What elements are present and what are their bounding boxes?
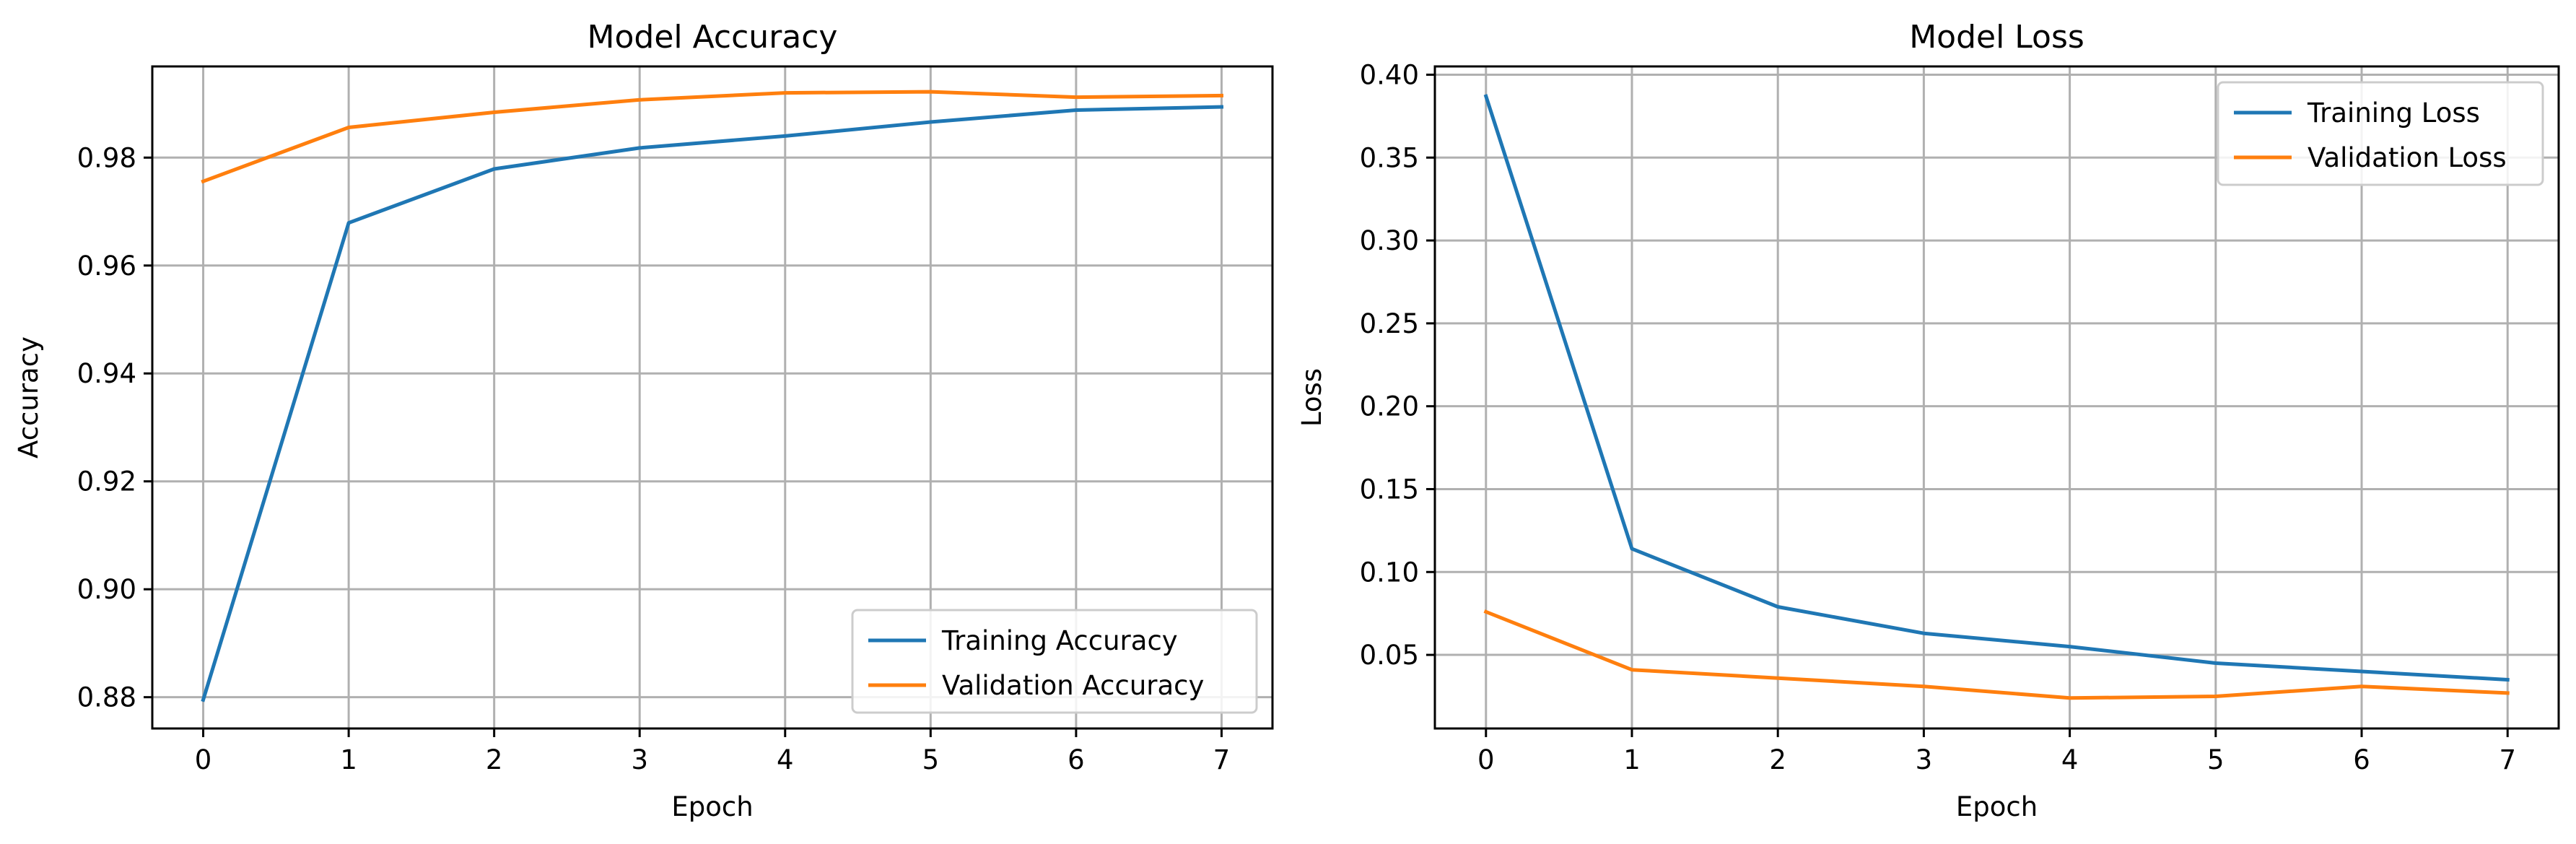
x-tick-label: 3	[631, 744, 648, 775]
legend-box	[851, 609, 1258, 714]
x-axis-label: Epoch	[671, 791, 753, 822]
x-tick-label: 6	[2353, 744, 2370, 775]
legend-label: Validation Loss	[2308, 142, 2507, 173]
y-tick-label: 0.15	[1360, 474, 1419, 505]
y-axis-label: Loss	[1296, 368, 1327, 427]
legend-label: Training Accuracy	[941, 625, 1178, 656]
x-tick-label: 6	[1067, 744, 1085, 775]
y-tick-label: 0.05	[1360, 640, 1419, 671]
legend-label: Validation Accuracy	[942, 670, 1204, 701]
series-line-0	[201, 105, 1224, 702]
chart-title: Model Accuracy	[588, 19, 838, 56]
legend: Training Accuracy Validation Accuracy	[851, 609, 1258, 714]
x-tick-label: 2	[1769, 744, 1786, 775]
series-line-0	[1483, 94, 2510, 682]
legend-box	[2217, 81, 2544, 186]
x-tick-label: 4	[777, 744, 794, 775]
legend-label: Training Loss	[2307, 97, 2480, 129]
y-tick-label: 0.30	[1360, 225, 1419, 256]
y-tick-label: 0.90	[77, 574, 136, 605]
x-tick-label: 7	[2499, 744, 2516, 775]
x-axis-label: Epoch	[1956, 791, 2038, 822]
x-tick-label: 1	[340, 744, 357, 775]
x-tick-label: 5	[922, 744, 940, 775]
x-tick-label: 4	[2061, 744, 2079, 775]
x-tick-label: 3	[1916, 744, 1933, 775]
chart-accuracy: 0 1 2 3 4 5 6 7 0.88 0.90 0.92 0.94 0.96 0.98 Model Ac…	[13, 19, 1274, 822]
y-tick-label: 0.10	[1360, 557, 1419, 588]
chart-loss: 0 1 2 3 4 5 6 7 0.05 0.10 0.15 0.20 0.25 0.30 0.35 0.40…	[1296, 19, 2560, 822]
y-tick-label: 0.98	[77, 142, 136, 173]
y-tick-label: 0.92	[77, 466, 136, 497]
plot-frame	[151, 65, 1274, 730]
x-tick-label: 5	[2207, 744, 2224, 775]
y-axis-label: Accuracy	[13, 336, 44, 458]
y-tick-label: 0.94	[77, 358, 136, 389]
x-tick-label: 0	[195, 744, 212, 775]
x-tick-label: 2	[486, 744, 503, 775]
y-tick-label: 0.40	[1360, 59, 1419, 90]
legend: Training Loss Validation Loss	[2217, 81, 2544, 186]
x-tick-label: 7	[1213, 744, 1231, 775]
x-tick-label: 1	[1623, 744, 1641, 775]
y-tick-label: 0.35	[1360, 142, 1419, 173]
chart-title: Model Loss	[1909, 19, 2084, 56]
x-tick-label: 0	[1477, 744, 1495, 775]
y-tick-label: 0.20	[1360, 391, 1419, 422]
plot-frame	[1433, 65, 2560, 730]
series-line-1	[201, 90, 1224, 184]
series-line-1	[1483, 609, 2510, 700]
y-tick-label: 0.88	[77, 682, 136, 713]
y-tick-label: 0.96	[77, 251, 136, 282]
y-tick-label: 0.25	[1360, 308, 1419, 339]
